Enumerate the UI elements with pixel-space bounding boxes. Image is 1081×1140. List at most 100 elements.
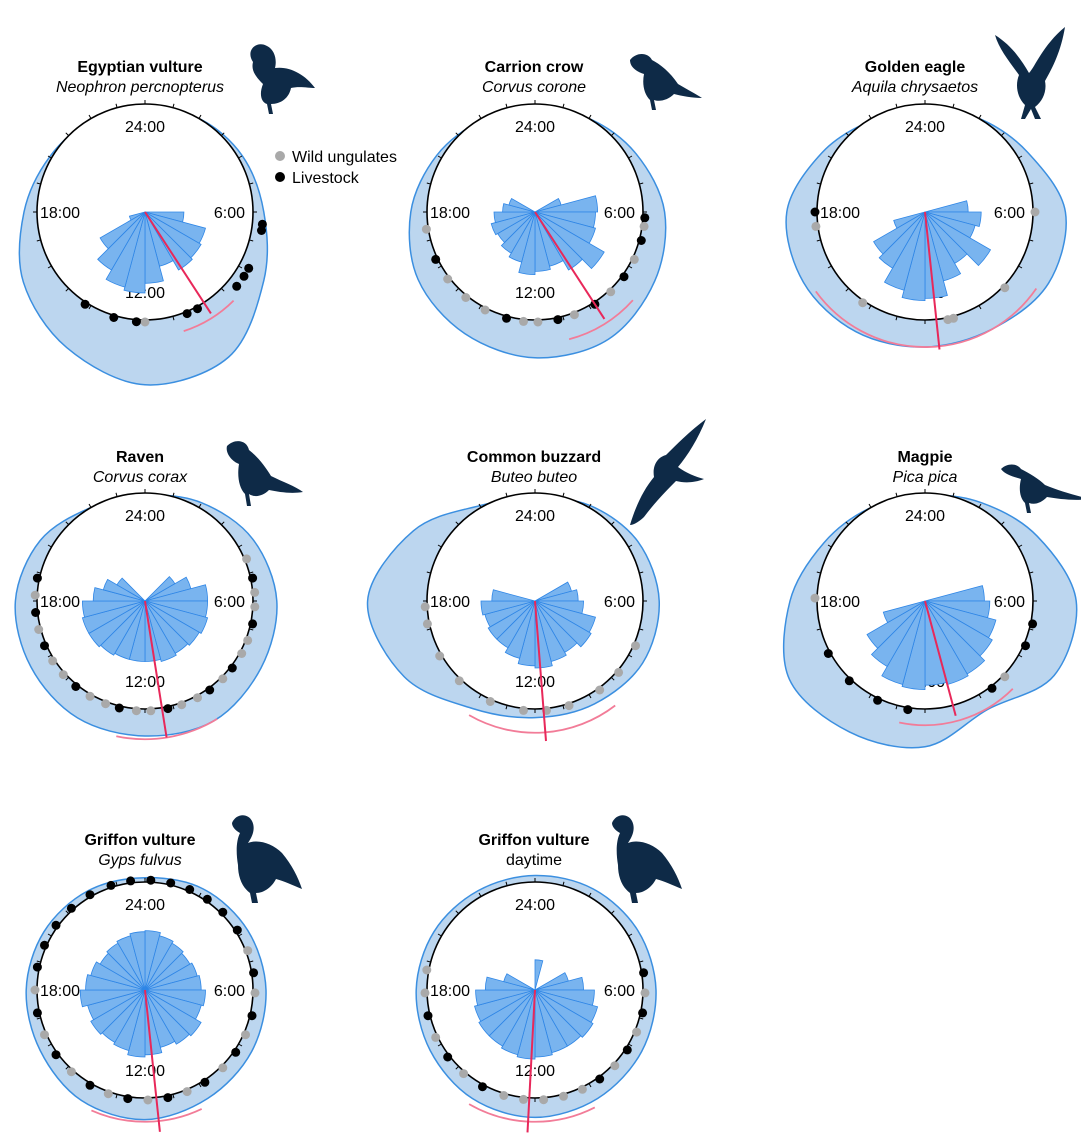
wild-point <box>606 287 616 297</box>
hour-tick <box>978 305 982 310</box>
hour-tick <box>426 960 431 963</box>
livestock-point <box>257 226 266 235</box>
wild-point <box>422 619 432 629</box>
hour-tick <box>1029 571 1034 574</box>
legend: Wild ungulates Livestock <box>275 149 397 187</box>
rose-bar <box>534 195 599 213</box>
hour-tick <box>1018 265 1023 269</box>
legend-livestock-marker <box>275 172 285 182</box>
panel-title: Magpie <box>897 449 952 466</box>
wild-point <box>34 625 44 634</box>
wild-point <box>1000 672 1010 682</box>
hour-tick <box>172 492 175 497</box>
hour-tick <box>478 114 482 119</box>
hour-tick <box>455 1066 459 1070</box>
hour-tick <box>639 960 644 963</box>
hour-tick <box>36 239 41 242</box>
livestock-point <box>32 962 42 972</box>
rose-bar <box>508 197 536 213</box>
raven-icon <box>226 441 303 506</box>
hour-tick <box>505 103 508 108</box>
hour-tick <box>628 933 633 937</box>
hour-label-top: 24:00 <box>125 897 165 914</box>
hour-tick <box>47 544 52 548</box>
livestock-point <box>903 705 913 715</box>
rose-bar <box>478 989 536 1037</box>
rose-bar <box>105 211 146 288</box>
panel-subtitle: Aquila chrysaetos <box>851 79 978 96</box>
hour-tick <box>437 544 442 548</box>
rose-bar <box>881 600 926 685</box>
wild-point <box>250 602 260 612</box>
rose-bar <box>90 961 146 991</box>
hour-tick <box>562 492 565 497</box>
hour-tick <box>65 677 69 681</box>
hour-tick <box>588 892 592 897</box>
hour-tick <box>47 1043 52 1047</box>
hour-tick <box>249 239 254 242</box>
wild-point <box>519 705 528 715</box>
wild-point <box>559 1091 568 1101</box>
hour-label-bottom: 12:00 <box>515 285 555 302</box>
hour-tick <box>249 960 254 963</box>
rose-bar <box>924 211 992 267</box>
hour-tick <box>628 1043 633 1047</box>
wild-point <box>1030 207 1040 217</box>
panel-subtitle: Buteo buteo <box>491 469 577 486</box>
hour-label-left: 18:00 <box>820 594 860 611</box>
hour-tick <box>238 1043 243 1047</box>
legend-livestock-label: Livestock <box>292 170 360 187</box>
mean-direction-line <box>144 211 212 314</box>
crow-icon <box>630 54 702 110</box>
hour-label-left: 18:00 <box>40 594 80 611</box>
livestock-point <box>40 641 49 651</box>
hour-tick <box>1029 628 1034 631</box>
hour-tick <box>88 503 92 508</box>
livestock-point <box>431 254 441 264</box>
rose-bar <box>534 211 583 271</box>
wild-point <box>533 317 543 327</box>
wild-point <box>577 1084 587 1094</box>
livestock-point <box>232 281 242 291</box>
livestock-point <box>218 907 228 917</box>
wild-point <box>858 298 868 308</box>
livestock-point <box>166 878 176 888</box>
hour-tick <box>588 503 592 508</box>
panel-title: Common buzzard <box>467 449 601 466</box>
wild-point <box>146 706 156 716</box>
rose-bar <box>534 959 544 991</box>
hour-label-right: 6:00 <box>604 205 635 222</box>
rose-bar <box>144 600 177 662</box>
hour-tick <box>221 288 225 292</box>
livestock-point <box>823 649 833 658</box>
hour-tick <box>816 182 821 185</box>
hour-tick <box>47 654 52 658</box>
livestock-point <box>844 676 854 686</box>
hour-tick <box>115 1094 118 1099</box>
wild-point <box>564 701 574 711</box>
hour-tick <box>639 1017 644 1020</box>
wild-point <box>519 316 528 326</box>
mean-direction-line <box>924 600 957 717</box>
hour-tick <box>639 182 644 185</box>
hour-tick <box>505 705 508 710</box>
hour-tick <box>588 114 592 119</box>
livestock-point <box>595 1074 605 1084</box>
rose-bar <box>99 211 146 250</box>
hour-tick <box>868 114 872 119</box>
hour-label-top: 24:00 <box>125 508 165 525</box>
livestock-point <box>1028 619 1038 629</box>
livestock-point <box>987 683 997 693</box>
hour-tick <box>588 1083 592 1088</box>
rose-bar <box>490 211 536 236</box>
rose-bar <box>97 211 146 271</box>
hour-tick <box>198 1083 202 1088</box>
rose-bar <box>144 989 202 1037</box>
livestock-point <box>85 1080 95 1090</box>
livestock-point <box>202 894 212 904</box>
livestock-point <box>185 885 195 894</box>
hour-label-right: 6:00 <box>604 594 635 611</box>
